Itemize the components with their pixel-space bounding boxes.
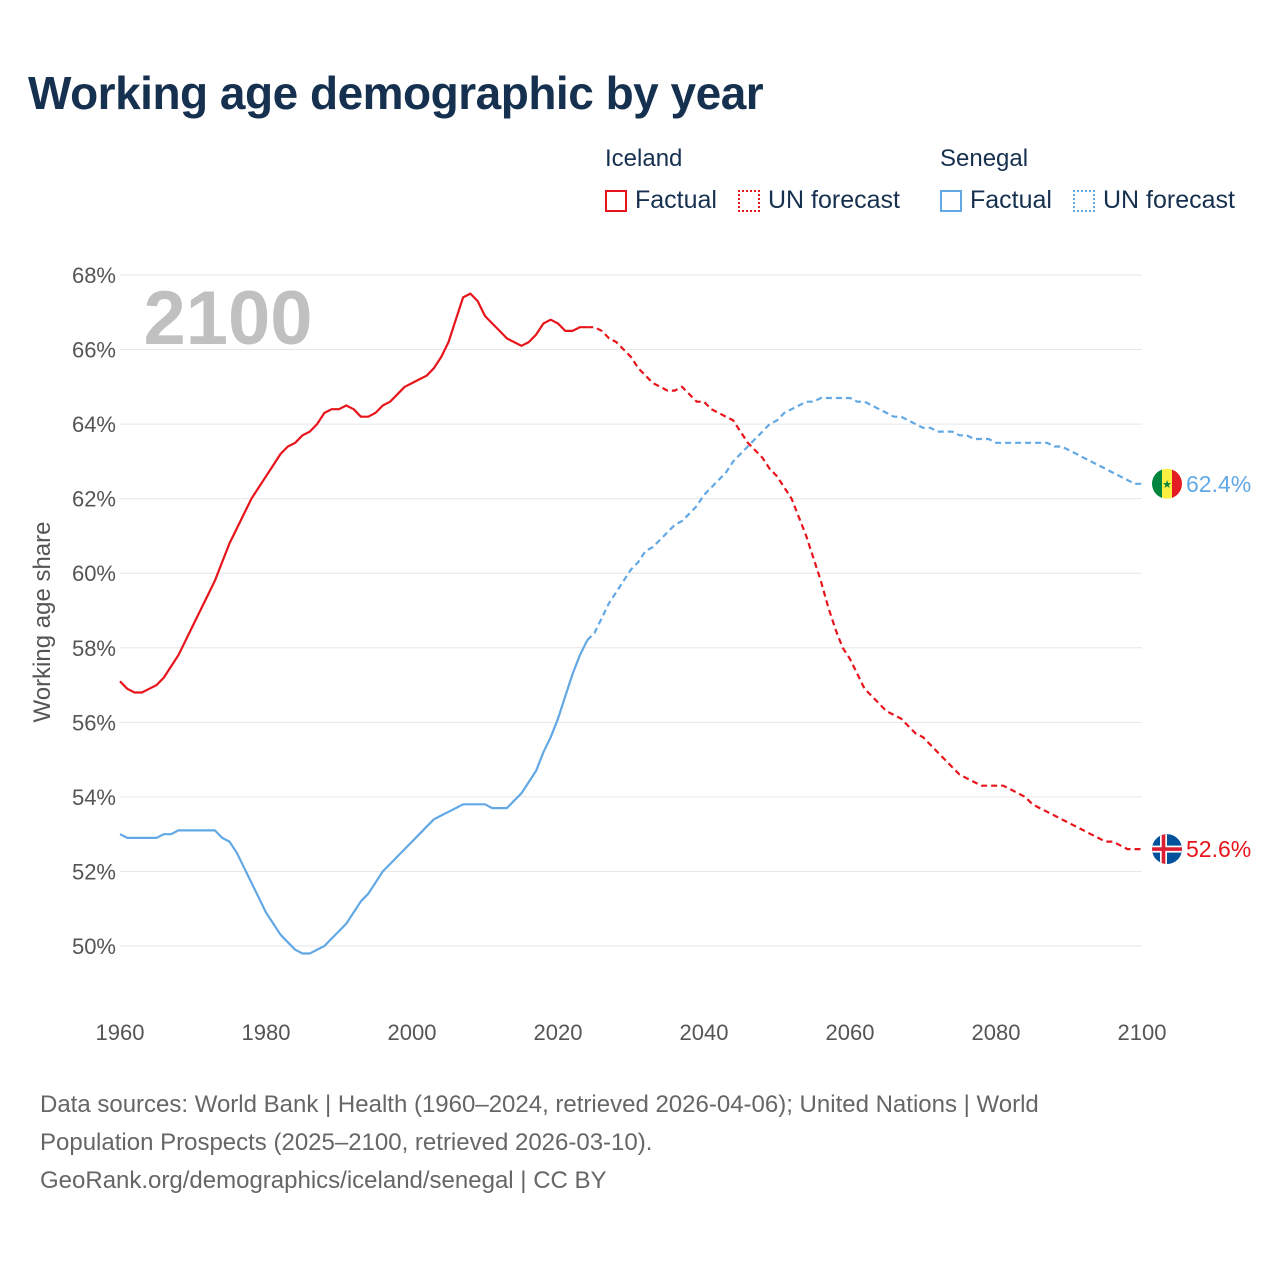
legend-senegal-forecast[interactable]: UN forecast [1073,186,1235,215]
footer-source-link[interactable]: GeoRank.org/demographics/iceland/senegal… [40,1167,607,1194]
legend-swatch-dotted-icon [738,189,760,212]
legend-iceland-factual[interactable]: Factual [605,186,717,215]
x-tick-label: 2000 [388,1020,437,1045]
y-tick-label: 68% [72,263,116,288]
y-axis-ticks: 50% 52% 54% 56% 58% 60% 62% 64% 66% 68% [72,263,116,959]
legend-swatch-solid-icon [605,189,627,212]
senegal-flag-icon: ★ [1152,468,1182,499]
chart-title: Working age demographic by year [28,67,764,119]
x-tick-label: 2040 [680,1020,729,1045]
senegal-forecast-line[interactable] [586,396,1142,642]
series-lines [119,292,1142,955]
y-tick-label: 54% [72,785,116,810]
x-tick-label: 1980 [242,1020,291,1045]
y-tick-label: 56% [72,710,116,735]
y-tick-label: 64% [72,412,116,437]
footer-line-1: Data sources: World Bank | Health (1960–… [40,1091,1039,1118]
iceland-end-value-label: 52.6% [1186,836,1251,862]
senegal-factual-line[interactable] [119,639,589,955]
senegal-end-value-label: 62.4% [1186,471,1251,497]
legend-iceland-forecast[interactable]: UN forecast [738,186,900,215]
legend-label: Factual [970,186,1052,214]
iceland-factual-line[interactable] [119,292,588,694]
iceland-forecast-line[interactable] [587,326,1142,851]
svg-text:★: ★ [1162,479,1172,491]
x-tick-label: 2080 [972,1020,1021,1045]
end-markers: 52.6% ★ 62.4% [1152,468,1251,865]
legend-label: Factual [635,186,717,214]
y-tick-label: 52% [72,859,116,884]
y-tick-label: 60% [72,561,116,586]
y-tick-label: 62% [72,487,116,512]
x-axis-ticks: 1960 1980 2000 2020 2040 2060 2080 2100 [96,1020,1167,1045]
y-tick-label: 50% [72,934,116,959]
gridlines [120,274,1142,947]
x-tick-label: 2060 [826,1020,875,1045]
legend-swatch-dotted-icon [1073,189,1095,212]
x-tick-label: 2100 [1118,1020,1167,1045]
legend-swatch-solid-icon [940,189,962,212]
legend-group-iceland: Iceland [605,145,683,172]
y-tick-label: 66% [72,338,116,363]
legend-senegal-factual[interactable]: Factual [940,186,1052,215]
legend-label: UN forecast [1103,186,1235,214]
x-tick-label: 1960 [96,1020,145,1045]
legend-group-senegal: Senegal [940,145,1029,172]
iceland-flag-icon [1152,834,1182,865]
x-tick-label: 2020 [534,1020,583,1045]
line-chart: 50% 52% 54% 56% 58% 60% 62% 64% 66% 68% 1960 1980 2… [29,263,1251,1045]
legend-label: UN forecast [768,186,900,214]
year-watermark: 2100 [143,276,312,361]
footer-line-2: Population Prospects (2025–2100, retriev… [40,1129,653,1156]
y-tick-label: 58% [72,636,116,661]
y-axis-label: Working age share [29,522,56,723]
